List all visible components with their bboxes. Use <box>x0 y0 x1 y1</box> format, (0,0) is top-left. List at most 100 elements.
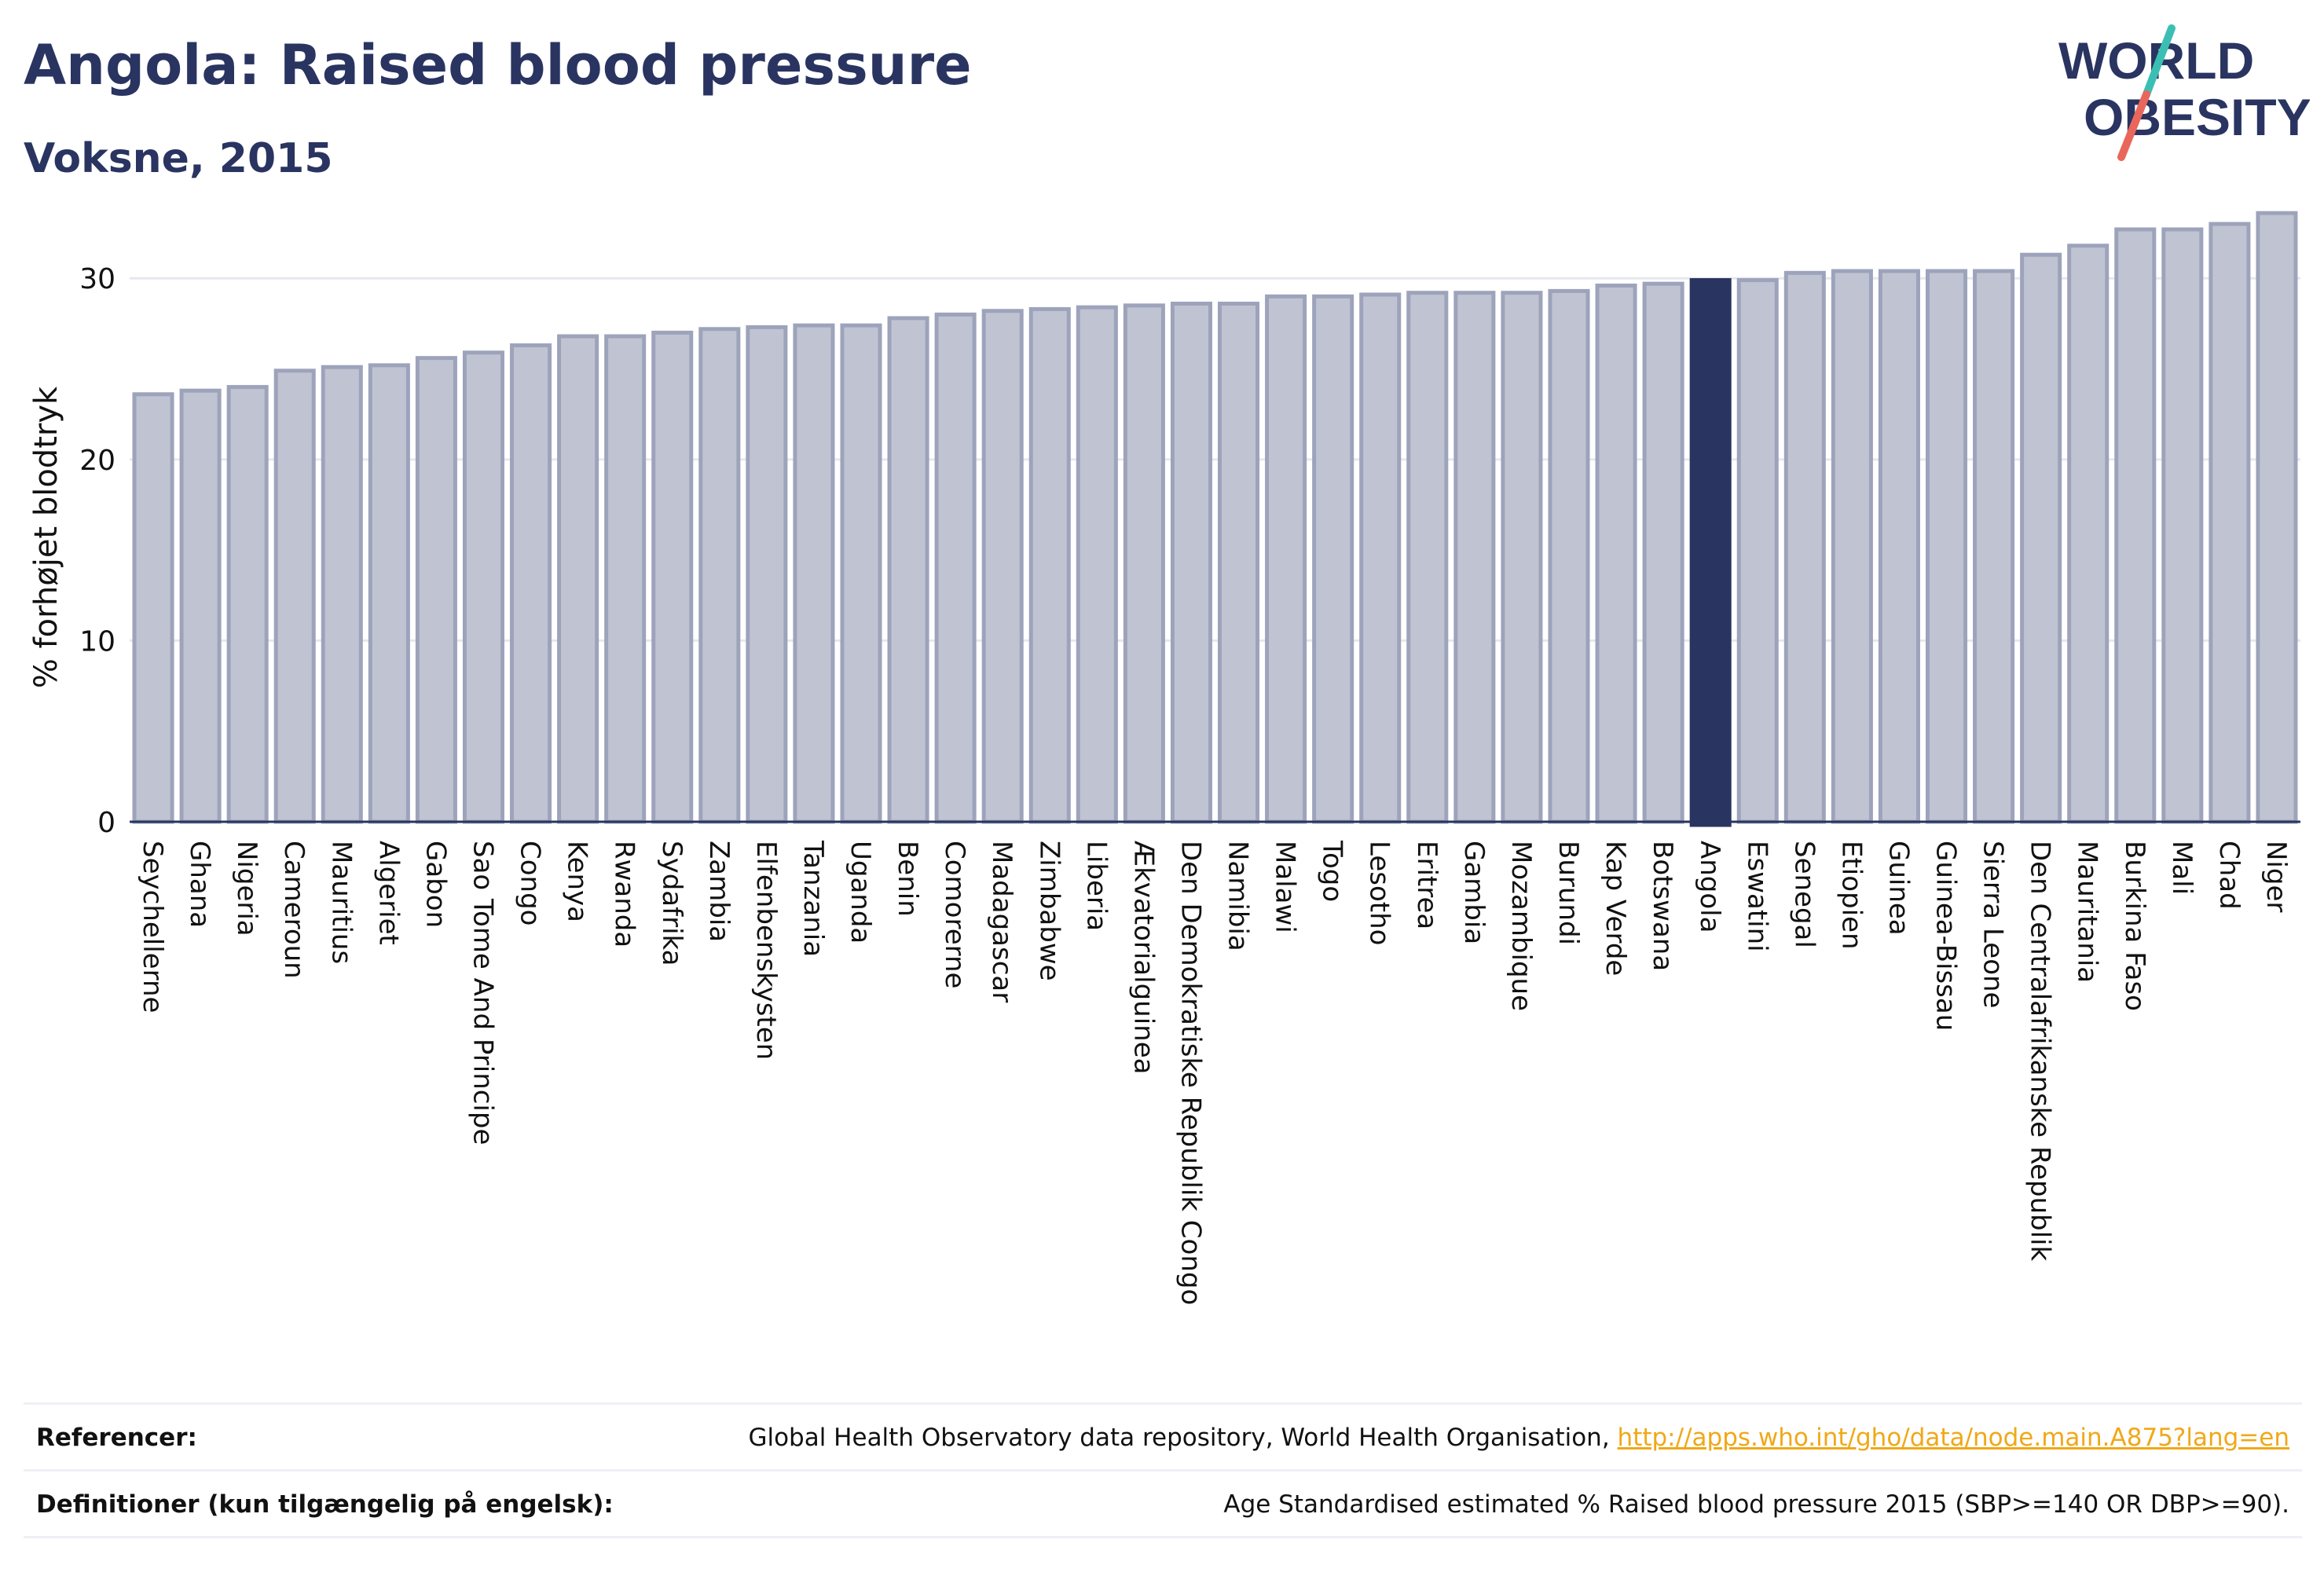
bar-comorerne <box>934 312 977 824</box>
x-tick-label: Kap Verde <box>1600 841 1631 976</box>
bar-den-demokratiske-republik-congo <box>1170 302 1212 824</box>
x-tick-label: Botswana <box>1647 841 1678 971</box>
x-tick-label: Eritrea <box>1411 841 1442 929</box>
references-link[interactable]: http://apps.who.int/gho/data/node.main.A… <box>1617 1424 2289 1452</box>
x-tick-label: Cameroun <box>278 841 310 979</box>
bar-mali <box>2161 227 2204 824</box>
x-tick-label: Liberia <box>1080 841 1112 931</box>
bar-togo <box>1312 294 1354 824</box>
bar-zambia <box>698 327 741 824</box>
x-tick-label: Angola <box>1694 841 1725 933</box>
x-tick-label: Togo <box>1317 840 1348 902</box>
bar-tanzania <box>793 323 835 824</box>
chart-subtitle: Voksne, 2015 <box>24 135 333 182</box>
x-tick-label: Elfenbenskysten <box>750 841 782 1060</box>
x-tick-label: Guinea <box>1882 841 1914 936</box>
bar-ghana <box>179 388 222 824</box>
bar-chad <box>2209 222 2251 824</box>
y-axis-ticks: 0 10 20 30 <box>79 263 115 839</box>
x-tick-label: Mauritius <box>325 841 357 964</box>
x-tick-label: Sierra Leone <box>1978 841 2009 1008</box>
x-tick-label: Benin <box>892 841 923 917</box>
bar-nigeria <box>226 385 269 824</box>
bar-senegal <box>1783 270 1826 824</box>
logo-slash-red <box>2117 90 2150 161</box>
bar-etiopien <box>1831 269 1873 824</box>
y-tick-label: 30 <box>79 263 115 295</box>
bar-sydafrika <box>651 330 694 824</box>
x-tick-label: Den Demokratiske Republik Congo <box>1175 841 1206 1305</box>
x-tick-label: Gabon <box>420 841 451 928</box>
logo-slash-teal <box>2143 24 2176 98</box>
definitions-row: Definitioner (kun tilgængelig på engelsk… <box>24 1469 2302 1538</box>
bar-elfenbenskysten <box>746 324 788 824</box>
bar-algeriet <box>368 363 410 824</box>
bar-malawi <box>1265 294 1307 824</box>
x-tick-label: Sao Tome And Principe <box>467 841 498 1145</box>
x-axis-ticks: Seychellerne Ghana Nigeria Cameroun Mauritiu… <box>137 840 2292 1305</box>
x-tick-label: Malawi <box>1270 841 1301 933</box>
x-tick-label: Burkina Faso <box>2119 841 2150 1011</box>
definitions-label: Definitioner (kun tilgængelig på engelsk… <box>36 1490 614 1519</box>
bar-guinea <box>1878 269 1920 824</box>
chart-title: Angola: Raised blood pressure <box>24 33 972 97</box>
bar-gabon <box>415 356 457 824</box>
bar-botswana <box>1642 281 1684 824</box>
bar-guinea-bissau <box>1925 269 1968 824</box>
x-tick-label: Madagascar <box>986 841 1017 1002</box>
x-tick-label: Nigeria <box>231 841 262 936</box>
x-tick-label: Seychellerne <box>137 841 168 1013</box>
x-tick-label: Chad <box>2213 841 2245 910</box>
bar-madagascar <box>981 309 1024 824</box>
bars <box>132 211 2298 827</box>
x-tick-label: Senegal <box>1788 841 1820 948</box>
x-tick-label: Burundi <box>1552 841 1584 945</box>
x-tick-label: Ækvatorialguinea <box>1127 841 1159 1074</box>
x-tick-label: Mali <box>2166 841 2198 895</box>
bar-kenya <box>557 334 599 824</box>
references-label: Referencer: <box>36 1424 197 1452</box>
bar-sierra-leone <box>1973 269 2015 824</box>
bar-angola <box>1689 278 1732 827</box>
x-tick-label: Guinea-Bissau <box>1930 841 1962 1031</box>
x-tick-label: Kenya <box>562 841 593 922</box>
definitions-value: Age Standardised estimated % Raised bloo… <box>1223 1490 2289 1519</box>
bar-cameroun <box>273 368 316 824</box>
bar-liberia <box>1076 305 1118 824</box>
references-row: Referencer: Global Health Observatory da… <box>24 1402 2302 1469</box>
bar-eswatini <box>1736 278 1779 824</box>
x-tick-label: Tanzania <box>797 840 829 957</box>
x-tick-label: Niger <box>2260 841 2292 912</box>
world-obesity-logo: WORLD OBESITY <box>2058 24 2310 161</box>
bar-seychellerne <box>132 392 174 824</box>
y-tick-label: 0 <box>97 807 115 839</box>
bar-ækvatorialguinea <box>1123 303 1165 824</box>
x-tick-label: Sydafrika <box>656 841 687 966</box>
bar-benin <box>887 316 929 824</box>
x-tick-label: Zambia <box>703 841 735 942</box>
bar-chart: 0 10 20 30 Seychellerne Ghana Nigeria Cameroun… <box>28 211 2300 1305</box>
bar-den-centralafrikanske-republik <box>2020 252 2062 824</box>
references-table: Referencer: Global Health Observatory da… <box>24 1402 2302 1538</box>
bar-burundi <box>1548 288 1590 824</box>
y-tick-label: 10 <box>79 625 115 658</box>
bar-sao-tome-and-principe <box>462 350 505 824</box>
x-tick-label: Den Centralafrikanske Republik <box>2025 841 2056 1261</box>
x-tick-label: Uganda <box>845 841 876 944</box>
x-tick-label: Mauritania <box>2072 841 2103 983</box>
x-tick-label: Gambia <box>1458 841 1490 944</box>
x-tick-label: Comorerne <box>939 841 970 988</box>
logo-line2: OBESITY <box>2084 88 2310 146</box>
x-tick-label: Congo <box>515 841 546 925</box>
y-tick-label: 20 <box>79 445 115 477</box>
x-tick-label: Lesotho <box>1364 841 1395 945</box>
bar-uganda <box>840 323 882 824</box>
references-text: Global Health Observatory data repositor… <box>748 1424 1618 1452</box>
bar-kap-verde <box>1595 283 1637 824</box>
y-axis-label: % forhøjet blodtryk <box>28 386 64 688</box>
bar-lesotho <box>1359 292 1402 824</box>
bar-congo <box>510 343 552 824</box>
references-value: Global Health Observatory data repositor… <box>748 1424 2289 1452</box>
bar-rwanda <box>604 334 647 824</box>
bar-mauritania <box>2067 244 2110 824</box>
